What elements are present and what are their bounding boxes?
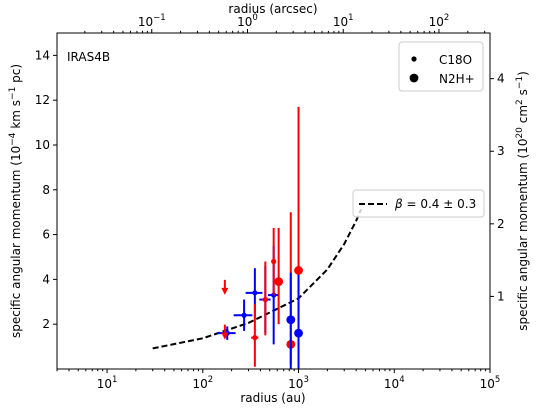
data-point bbox=[252, 335, 258, 341]
panel-label: IRAS4B bbox=[67, 50, 110, 64]
y-tick-label: 14 bbox=[35, 48, 50, 62]
right-axis-title-part: specific angular momentum (10 bbox=[516, 139, 530, 331]
plot-frame bbox=[56, 32, 491, 370]
right-tick-label: 4 bbox=[497, 72, 505, 86]
fit-curve-layer bbox=[152, 208, 363, 350]
top-tick-label: 10−1 bbox=[138, 13, 166, 29]
upper-limit-arrowhead bbox=[221, 332, 229, 340]
right-axis-title-part: s bbox=[516, 89, 530, 99]
x-tick-label: 102 bbox=[192, 375, 213, 391]
data-point bbox=[294, 266, 303, 275]
legend-marker-small-dot bbox=[411, 56, 417, 62]
x-tick-label: 101 bbox=[97, 375, 118, 391]
x-axis-title: radius (au) bbox=[240, 391, 305, 405]
fit-legend-box bbox=[352, 189, 485, 218]
data-point bbox=[286, 315, 296, 325]
y-axis-title-part: pc) bbox=[9, 64, 23, 87]
fit-curve bbox=[152, 208, 363, 350]
marker-legend-box bbox=[398, 41, 484, 92]
data-point bbox=[274, 277, 284, 287]
right-axis-title-exp: 20 bbox=[515, 127, 525, 139]
top-tick-label: 101 bbox=[333, 13, 354, 29]
marker-legend: C18O N2H+ bbox=[398, 41, 484, 92]
right-tick-label: 2 bbox=[497, 217, 505, 231]
y-tick-label: 2 bbox=[42, 317, 50, 331]
right-axis-title-exp: −1 bbox=[515, 76, 525, 89]
y-axis-title-exp: −4 bbox=[8, 132, 18, 146]
right-axis-title: specific angular momentum (1020 cm2 s−1) bbox=[515, 71, 530, 331]
legend-label-c18o: C18O bbox=[439, 53, 472, 67]
x-tick-label: 103 bbox=[288, 375, 309, 391]
data-point bbox=[294, 328, 303, 338]
data-point bbox=[252, 290, 258, 296]
legend-marker-large-dot bbox=[409, 73, 419, 83]
data-point bbox=[271, 258, 277, 265]
y-axis-title: specific angular momentum (10−4 km s−1 p… bbox=[8, 64, 23, 338]
y-axis-title-exp: −1 bbox=[8, 87, 18, 100]
y-tick-label: 8 bbox=[42, 183, 50, 197]
data-point bbox=[262, 296, 268, 303]
upper-limit-arrowhead bbox=[221, 287, 229, 295]
y-tick-label: 6 bbox=[42, 228, 50, 242]
fit-legend: β = 0.4 ± 0.3 bbox=[352, 189, 485, 218]
right-tick-label: 1 bbox=[497, 289, 505, 303]
x-tick-label: 104 bbox=[384, 375, 405, 391]
right-axis-title-part: cm bbox=[516, 105, 530, 127]
y-axis-title-part: specific angular momentum (10 bbox=[9, 146, 23, 338]
fit-legend-symbol: β bbox=[394, 197, 403, 211]
right-axis-title-part: ) bbox=[516, 71, 530, 76]
fit-legend-label: β = 0.4 ± 0.3 bbox=[394, 197, 476, 211]
right-axis-title-exp: 2 bbox=[515, 99, 525, 105]
x-tick-label: 105 bbox=[480, 375, 501, 391]
fit-legend-value: = 0.4 ± 0.3 bbox=[403, 197, 477, 211]
y-tick-label: 12 bbox=[35, 93, 50, 107]
y-tick-label: 10 bbox=[35, 138, 50, 152]
top-tick-label: 100 bbox=[237, 13, 258, 29]
right-tick-label: 3 bbox=[497, 144, 505, 158]
top-axis-title: radius (arcsec) bbox=[228, 2, 317, 16]
y-tick-label: 4 bbox=[42, 272, 50, 286]
top-tick-label: 102 bbox=[429, 13, 450, 29]
data-layer bbox=[216, 106, 303, 369]
y-axis-title-part: km s bbox=[9, 100, 23, 133]
data-point bbox=[241, 312, 247, 318]
legend-label-n2h: N2H+ bbox=[439, 72, 475, 86]
